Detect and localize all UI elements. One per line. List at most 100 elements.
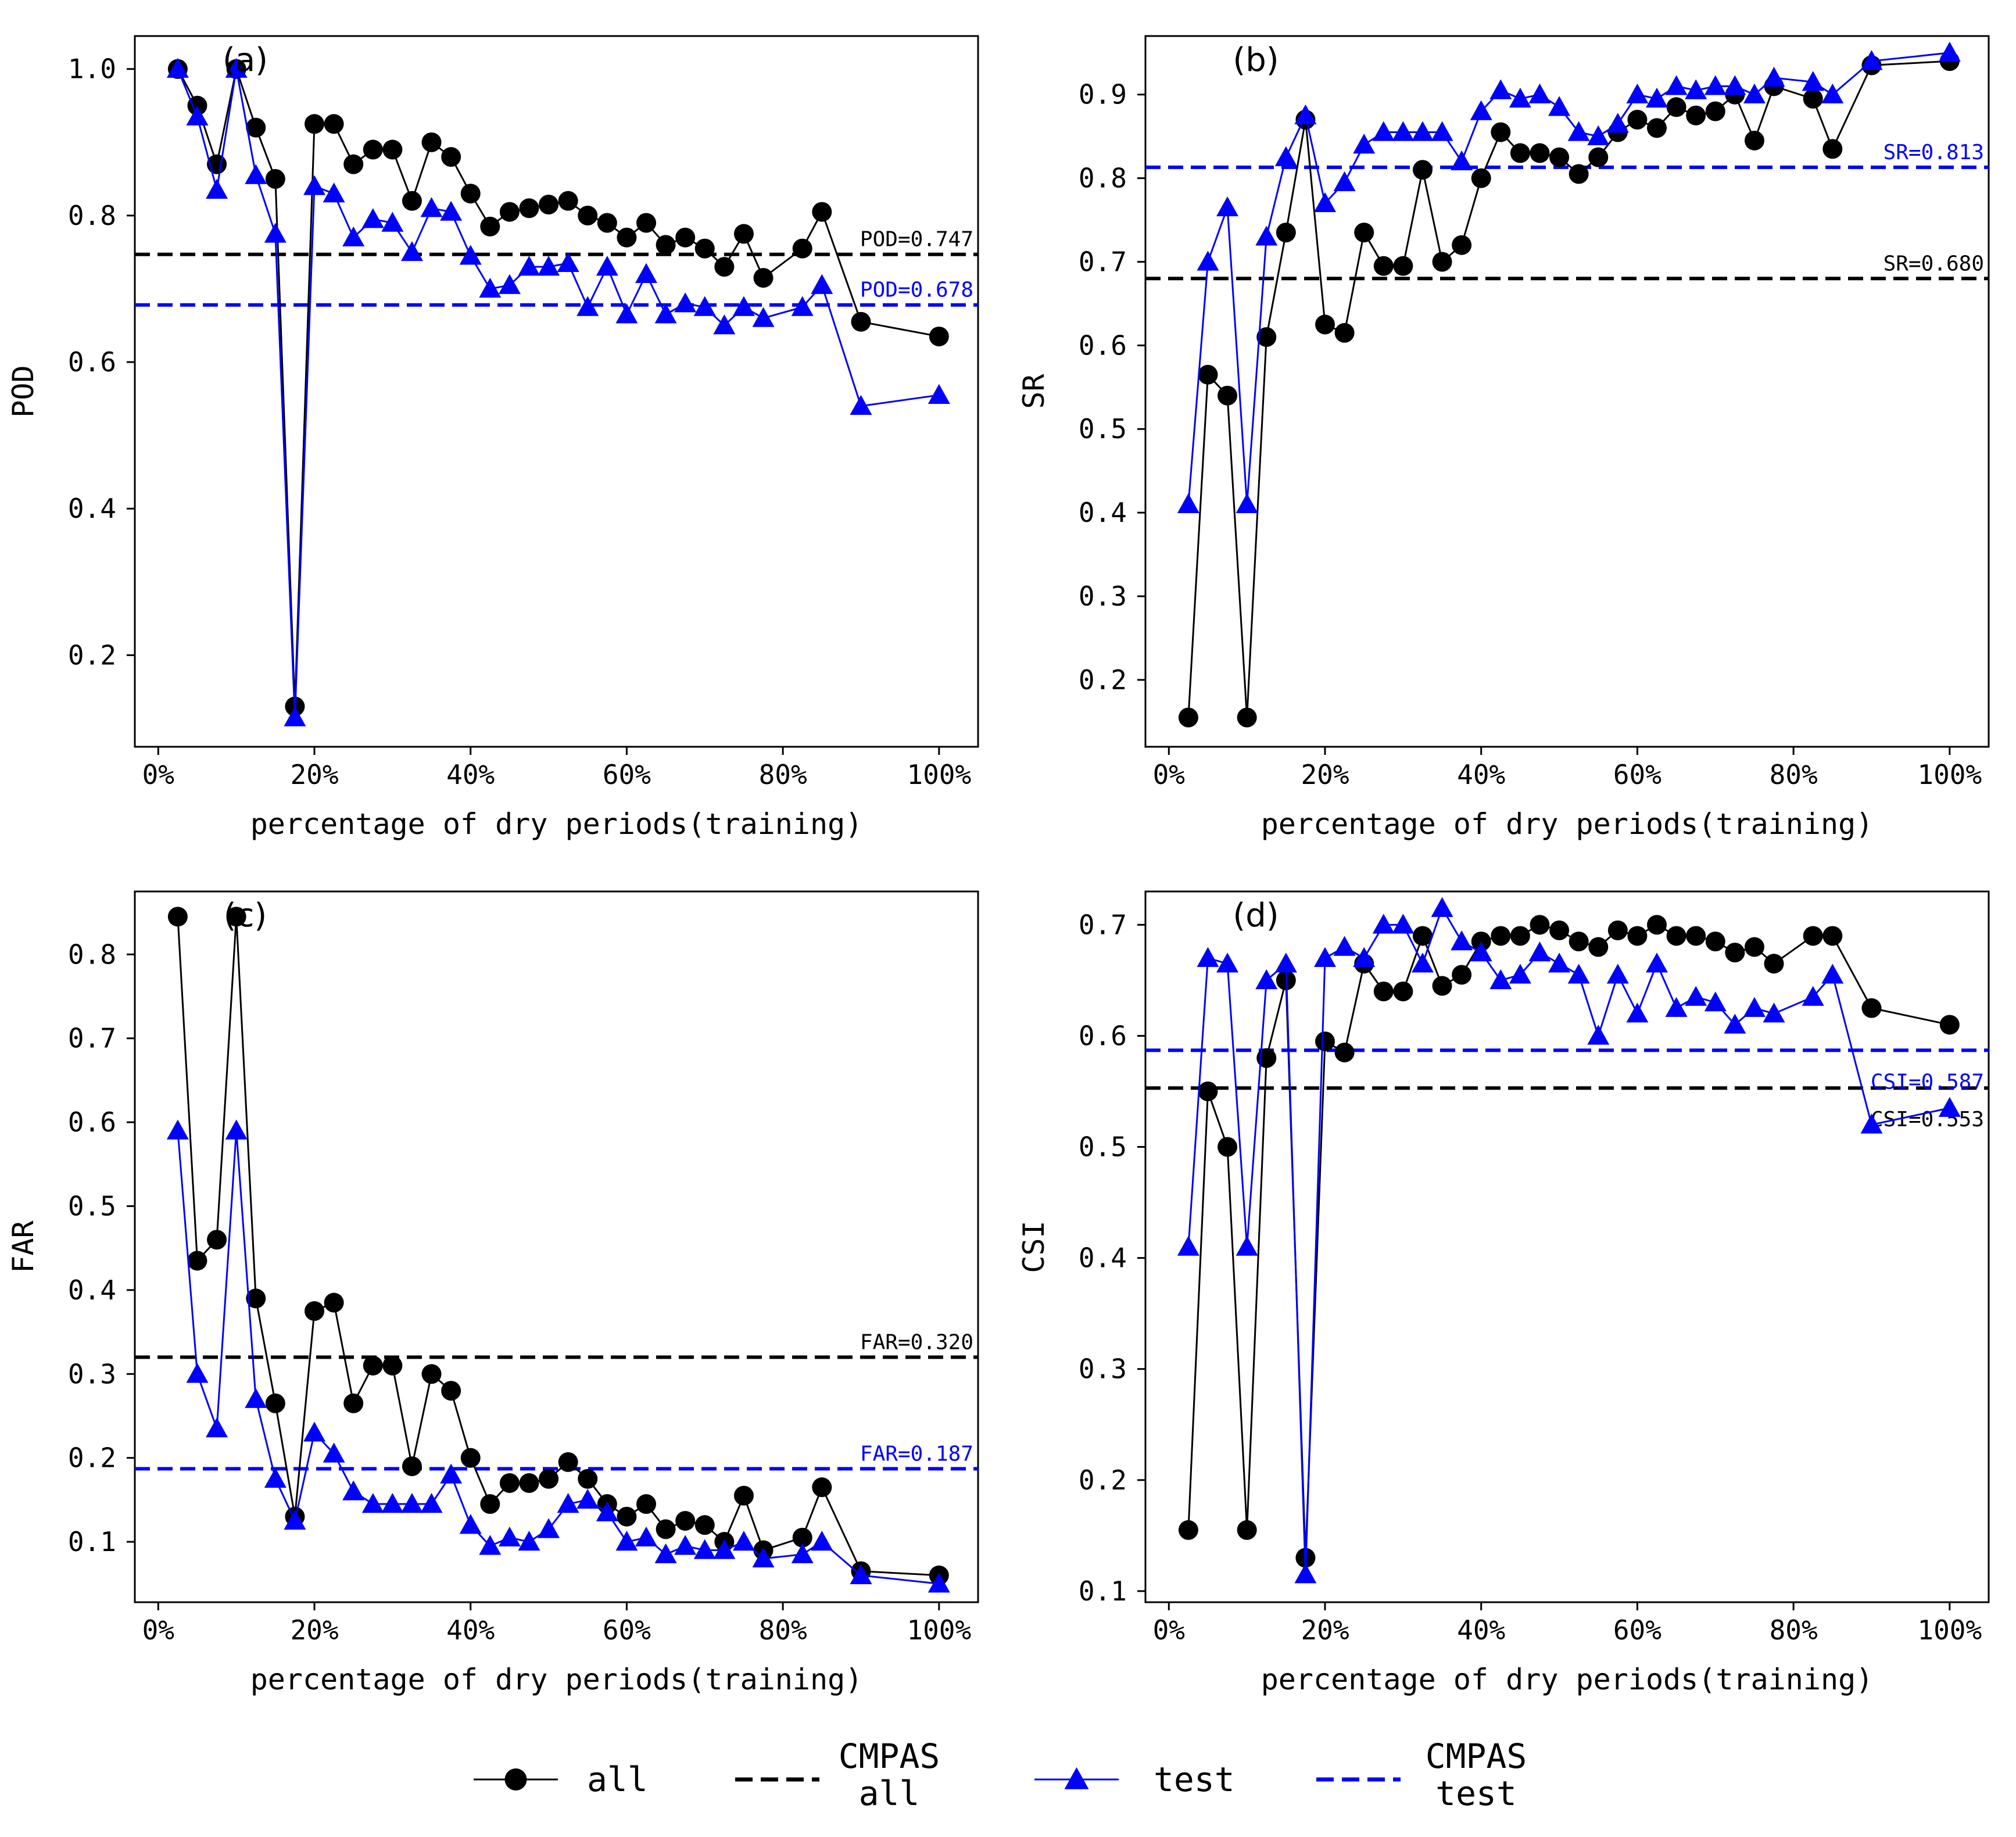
data-point-all: all: 10% → 0.85 bbox=[226, 907, 246, 927]
legend-entry: test bbox=[1034, 1760, 1235, 1799]
data-point-test: test: 10% → 0.59 bbox=[225, 1119, 248, 1140]
y-tick-label: 0.4 bbox=[68, 493, 116, 524]
data-point-all: all: 7.5% → 0.5 bbox=[1218, 1137, 1238, 1157]
data-point-all: all: 30% → 0.89 bbox=[382, 139, 403, 160]
y-tick-label: 0.4 bbox=[68, 1274, 116, 1306]
data-point-test: test: 72.5% → 0.09 bbox=[713, 1539, 736, 1559]
data-point-test: test: 37.5% → 0.69 bbox=[1451, 930, 1473, 951]
data-point-test: test: 70% → 0.91 bbox=[1704, 75, 1727, 95]
data-point-test: test: 15% → 0.67 bbox=[1274, 952, 1297, 973]
legend-label: CMPAS bbox=[839, 1736, 940, 1776]
data-point-test: test: 2.5% → 0.41 bbox=[1177, 1236, 1199, 1256]
data-point-all: all: 40% → 0.83 bbox=[460, 184, 481, 204]
data-point-all: all: 75% → 0.78 bbox=[733, 224, 754, 244]
data-point-all: all: 70% → 0.88 bbox=[1705, 101, 1725, 121]
data-point-all: all: 85% → 0.81 bbox=[812, 202, 832, 222]
data-point-test: test: 62.5% → 0.11 bbox=[635, 1526, 658, 1547]
data-point-test: test: 47.5% → 0.9 bbox=[1528, 83, 1551, 103]
data-point-test: test: 5% → 0.3 bbox=[186, 1363, 209, 1383]
data-point-test: test: 37.5% → 0.18 bbox=[440, 1463, 463, 1484]
data-point-all: all: 30% → 0.64 bbox=[1393, 981, 1413, 1001]
x-tick-label: 20% bbox=[1301, 759, 1349, 790]
data-point-all: all: 42.5% → 0.14 bbox=[480, 1494, 500, 1514]
data-point-all: all: 40% → 0.69 bbox=[1471, 931, 1491, 951]
data-point-all: all: 55% → 0.8 bbox=[578, 205, 598, 225]
panel-label: (d) bbox=[1233, 897, 1279, 934]
data-point-all: all: 47.5% → 0.17 bbox=[519, 1473, 539, 1493]
data-point-all: all: 42.5% → 0.86 bbox=[1491, 122, 1511, 142]
data-point-test: test: 17.5% → 0.12 bbox=[1294, 1563, 1317, 1584]
data-point-all: all: 35% → 0.7 bbox=[1432, 252, 1452, 272]
panels: 0% 20% 40% 60% 80% 100% 0.2 0.4 0.6 0.8 1.0 percent… bbox=[6, 35, 1990, 1696]
panel-a: 0% 20% 40% 60% 80% 100% 0.2 0.4 0.6 0.8 1.0 percent… bbox=[6, 35, 979, 841]
data-point-all: all: 27.5% → 0.7 bbox=[1373, 256, 1394, 276]
data-point-test: test: 15% → 0.83 bbox=[1274, 146, 1297, 166]
data-point-all: all: 35% → 0.9 bbox=[421, 132, 442, 152]
data-point-all: all: 72.5% → 0.68 bbox=[1725, 943, 1745, 963]
data-point-test: test: 30% → 0.14 bbox=[381, 1493, 404, 1513]
data-point-test: test: 32.5% → 0.67 bbox=[1411, 952, 1434, 973]
reference-line-label: FAR=0.320 bbox=[860, 1330, 973, 1354]
data-point-test: test: 75% → 0.1 bbox=[732, 1531, 755, 1551]
panel-label: (b) bbox=[1233, 41, 1279, 79]
data-point-test: test: 75% → 0.68 bbox=[732, 296, 755, 316]
data-point-test: test: 50% → 0.12 bbox=[538, 1518, 560, 1538]
data-point-all: all: 85% → 0.69 bbox=[1822, 926, 1843, 946]
data-point-test: test: 12.5% → 0.73 bbox=[1255, 225, 1278, 246]
legend-entry: all bbox=[474, 1760, 648, 1799]
data-point-test: test: 100% → 0.54 bbox=[1938, 1097, 1961, 1117]
data-point-all: all: 7.5% → 0.46 bbox=[207, 1230, 227, 1250]
data-point-all: all: 82.5% → 0.11 bbox=[792, 1527, 812, 1548]
data-point-test: test: 25% → 0.77 bbox=[342, 226, 365, 246]
data-point-test: test: 75% → 0.63 bbox=[1743, 997, 1766, 1017]
data-point-all: all: 47.5% → 0.81 bbox=[519, 198, 539, 219]
data-point-test: test: 35% → 0.14 bbox=[420, 1493, 443, 1513]
data-point-test: test: 42.5% → 0.7 bbox=[479, 277, 502, 298]
data-point-test: test: 15% → 0.78 bbox=[264, 223, 287, 243]
data-point-all: all: 75% → 0.85 bbox=[1744, 130, 1764, 151]
data-point-test: test: 75% → 0.9 bbox=[1743, 83, 1766, 103]
data-point-test: test: 35% → 0.72 bbox=[1431, 897, 1453, 917]
x-tick-label: 60% bbox=[603, 1614, 651, 1646]
y-axis-label: FAR bbox=[6, 1220, 40, 1273]
data-point-test: test: 42.5% → 0.1 bbox=[479, 1535, 502, 1555]
data-point-test: test: 35% → 0.86 bbox=[1431, 121, 1453, 141]
data-point-all: all: 82.5% → 0.9 bbox=[1803, 88, 1823, 109]
x-tick-label: 60% bbox=[603, 759, 651, 790]
data-point-all: all: 67.5% → 0.13 bbox=[675, 1510, 696, 1531]
data-point-test: test: 20% → 0.84 bbox=[303, 175, 326, 195]
data-point-all: all: 20% → 0.63 bbox=[1315, 314, 1335, 335]
y-tick-label: 0.6 bbox=[1079, 330, 1127, 361]
data-point-test: test: 7.5% → 0.67 bbox=[1216, 952, 1239, 973]
data-point-test: test: 40% → 0.12 bbox=[459, 1514, 482, 1534]
x-tick-label: 0% bbox=[142, 759, 174, 790]
data-point-test: test: 42.5% → 0.91 bbox=[1489, 79, 1512, 99]
x-tick-label: 40% bbox=[446, 759, 495, 790]
y-tick-label: 0.4 bbox=[1079, 1242, 1127, 1274]
data-point-all: all: 55% → 0.68 bbox=[1588, 937, 1609, 957]
data-point-test: test: 77.5% → 0.92 bbox=[1763, 66, 1785, 87]
data-point-all: all: 65% → 0.76 bbox=[656, 235, 676, 255]
data-point-all: all: 100% → 0.61 bbox=[1939, 1015, 1960, 1035]
data-point-test: test: 10% → 0.41 bbox=[1236, 1236, 1258, 1256]
data-point-all: all: 67.5% → 0.77 bbox=[675, 227, 696, 248]
data-point-all: all: 32.5% → 0.19 bbox=[402, 1456, 422, 1477]
data-point-test: test: 35% → 0.81 bbox=[420, 197, 443, 217]
data-point-test: test: 67.5% → 0.1 bbox=[674, 1535, 697, 1555]
data-point-all: all: 52.5% → 0.69 bbox=[1569, 931, 1589, 951]
data-point-test: test: 52.5% → 0.66 bbox=[1567, 964, 1590, 984]
data-point-test: test: 22.5% → 0.83 bbox=[323, 182, 345, 203]
data-point-all: all: 75% → 0.16 bbox=[733, 1485, 754, 1506]
axes-frame bbox=[1144, 35, 1990, 748]
data-point-all: all: 67.5% → 0.88 bbox=[1686, 105, 1706, 126]
data-point-test: test: 77.5% → 0.62 bbox=[1763, 1002, 1785, 1023]
data-point-all: all: 12.5% → 0.92 bbox=[246, 117, 266, 138]
legend-label: test bbox=[1154, 1760, 1235, 1799]
x-tick-label: 100% bbox=[907, 759, 971, 790]
data-point-all: all: 22.5% → 0.39 bbox=[324, 1292, 344, 1313]
data-point-all: all: 65% → 0.89 bbox=[1666, 97, 1686, 117]
data-point-all: all: 77.5% → 0.72 bbox=[753, 268, 774, 288]
x-tick-label: 40% bbox=[446, 1614, 495, 1646]
data-point-test: test: 22.5% → 0.8 bbox=[1333, 171, 1356, 191]
